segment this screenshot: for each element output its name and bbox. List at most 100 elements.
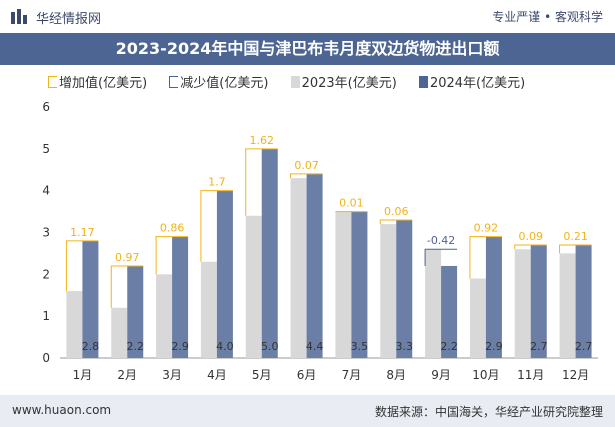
legend-2023-label: 2023年(亿美元) xyxy=(301,76,397,91)
change-bracket xyxy=(514,244,547,250)
footer-url[interactable]: www.huaon.com xyxy=(12,403,112,417)
change-bracket xyxy=(155,236,189,275)
change-label: 1.17 xyxy=(70,226,95,239)
change-label: 1.7 xyxy=(208,176,226,189)
x-tick-label: 9月 xyxy=(431,368,451,382)
x-tick-label: 11月 xyxy=(517,368,544,382)
x-tick-label: 3月 xyxy=(162,368,182,382)
value-label-2024: 5.0 xyxy=(261,340,279,353)
site-name: 华经情报网 xyxy=(36,12,102,27)
slogan: 专业严谨 • 客观科学 xyxy=(492,10,603,24)
change-label: 0.01 xyxy=(339,197,364,210)
change-bracket xyxy=(245,148,278,216)
y-tick-label: 6 xyxy=(42,100,50,114)
y-tick-label: 1 xyxy=(42,309,50,323)
bar-2024 xyxy=(530,245,547,358)
change-label: 0.07 xyxy=(294,159,319,172)
bar-2023 xyxy=(469,278,486,358)
y-tick-label: 3 xyxy=(42,226,50,240)
legend-decrease-label: 减少值(亿美元) xyxy=(180,76,269,91)
change-bracket xyxy=(379,219,413,225)
top-bar: 华经情报网 专业严谨 • 客观科学 xyxy=(0,0,615,33)
bar-2023 xyxy=(111,307,128,358)
x-tick-label: 6月 xyxy=(297,368,317,382)
decrease-swatch-icon xyxy=(169,76,179,88)
change-bracket xyxy=(65,240,99,292)
value-label-2024: 2.7 xyxy=(530,340,548,353)
swatch-2023-icon xyxy=(290,76,300,88)
x-tick-label: 4月 xyxy=(207,368,227,382)
chart-plot: 0 1 2 3 4 5 6 1.17 2.8 1月 0.97 2.2 2月 0.86 2.9 3月 1.7 4.0… xyxy=(42,100,598,382)
bar-2023 xyxy=(245,215,262,358)
bar-2023 xyxy=(514,249,531,358)
bar-2023 xyxy=(425,249,442,358)
title-bar: 2023-2024年中国与津巴布韦月度双边货物进出口额 xyxy=(0,33,615,65)
bar-2024 xyxy=(216,190,233,358)
y-tick-label: 0 xyxy=(42,351,50,365)
x-tick-label: 8月 xyxy=(386,368,406,382)
legend: 增加值(亿美元) 减少值(亿美元) 2023年(亿美元) 2024年(亿美元) xyxy=(48,72,543,94)
bar-2023 xyxy=(380,224,397,358)
bar-2024 xyxy=(485,236,502,358)
legend-increase-label: 增加值(亿美元) xyxy=(59,76,148,91)
bar-logo-icon xyxy=(11,9,27,24)
footer: www.huaon.com 数据来源：中国海关，华经产业研究院整理 xyxy=(0,395,615,427)
change-bracket xyxy=(469,236,502,279)
x-tick-label: 7月 xyxy=(342,368,362,382)
bar-2024 xyxy=(575,245,592,358)
value-label-2024: 3.3 xyxy=(396,340,414,353)
y-tick-label: 5 xyxy=(42,142,50,156)
bar-2024 xyxy=(82,240,99,358)
change-bracket xyxy=(110,265,144,308)
change-label: 0.06 xyxy=(384,205,409,218)
bar-2023 xyxy=(335,211,352,358)
value-label-2024: 4.4 xyxy=(306,340,324,353)
change-label: 0.21 xyxy=(563,230,588,243)
y-tick-label: 4 xyxy=(42,184,50,198)
value-label-2024: 2.8 xyxy=(82,340,100,353)
footer-source: 数据来源：中国海关，华经产业研究院整理 xyxy=(374,405,603,419)
bar-2024 xyxy=(127,265,144,358)
change-bracket xyxy=(290,173,323,179)
value-label-2024: 2.9 xyxy=(485,340,503,353)
change-label: 0.92 xyxy=(474,222,499,235)
legend-decrease: 减少值(亿美元) xyxy=(169,72,268,91)
change-label: 1.62 xyxy=(250,134,275,147)
legend-increase: 增加值(亿美元) xyxy=(48,72,147,91)
change-bracket xyxy=(559,244,592,254)
bar-2023 xyxy=(66,291,83,358)
x-tick-label: 10月 xyxy=(472,368,499,382)
x-tick-label: 1月 xyxy=(73,368,93,382)
legend-2024: 2024年(亿美元) xyxy=(418,72,526,91)
swatch-2024-icon xyxy=(418,76,428,88)
value-label-2024: 2.2 xyxy=(127,340,145,353)
change-label: -0.42 xyxy=(427,234,455,247)
x-tick-label: 2月 xyxy=(117,368,137,382)
bar-2024 xyxy=(306,173,323,358)
y-tick-label: 2 xyxy=(42,267,50,281)
value-label-2024: 2.7 xyxy=(575,340,593,353)
value-label-2024: 2.2 xyxy=(440,340,458,353)
bar-2023 xyxy=(156,274,173,358)
bar-2024 xyxy=(441,265,458,358)
bar-2023 xyxy=(559,253,576,358)
bar-2024 xyxy=(172,236,189,358)
bar-2024 xyxy=(351,211,368,358)
bar-2024 xyxy=(396,219,413,358)
value-label-2024: 4.0 xyxy=(216,340,234,353)
change-bracket xyxy=(200,190,233,262)
change-bracket xyxy=(424,248,458,266)
change-label: 0.09 xyxy=(519,230,544,243)
x-tick-label: 12月 xyxy=(562,368,589,382)
change-label: 0.97 xyxy=(115,251,140,264)
value-label-2024: 2.9 xyxy=(171,340,189,353)
chart-title: 2023-2024年中国与津巴布韦月度双边货物进出口额 xyxy=(115,39,500,58)
legend-2023: 2023年(亿美元) xyxy=(290,72,397,91)
bar-2023 xyxy=(200,261,217,358)
bar-2023 xyxy=(290,178,307,358)
increase-swatch-icon xyxy=(48,76,57,88)
legend-2024-label: 2024年(亿美元) xyxy=(429,76,526,91)
value-label-2024: 3.5 xyxy=(351,340,369,353)
x-tick-label: 5月 xyxy=(252,368,272,382)
change-label: 0.86 xyxy=(160,222,185,235)
